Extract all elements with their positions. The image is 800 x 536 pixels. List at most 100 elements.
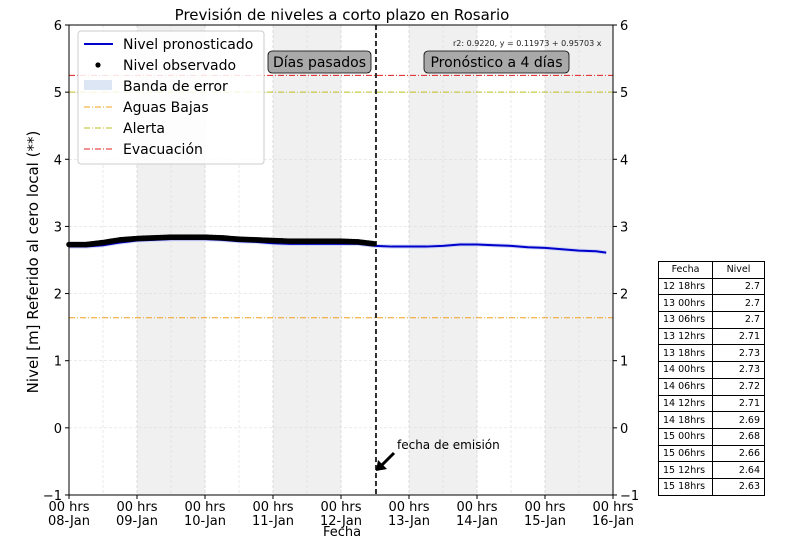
table-row: 13 06hrs 2.7 <box>658 311 765 329</box>
legend: Nivel pronosticado Nivel observado Banda… <box>77 30 265 165</box>
data-series <box>66 234 607 255</box>
svg-text:3: 3 <box>620 220 628 235</box>
x-axis-label: Fecha <box>323 525 361 536</box>
svg-text:12-Jan: 12-Jan <box>320 514 362 529</box>
svg-text:16-Jan: 16-Jan <box>592 514 634 529</box>
svg-text:00 hrs: 00 hrs <box>524 500 565 515</box>
table-cell-level: 2.73 <box>712 361 765 379</box>
forecast-table: Fecha Nivel 12 18hrs 2.7 13 00hrs 2.7 13 06h… <box>658 261 765 496</box>
table-row: 14 06hrs 2.72 <box>658 377 765 396</box>
table-cell-level: 2.73 <box>712 344 765 363</box>
y-axis-right: −1 0 1 2 3 4 5 6 <box>613 19 639 504</box>
table-cell-date: 13 00hrs <box>658 294 713 313</box>
y-axis-label: Nivel [m] Referido al cero local (**) <box>24 131 42 394</box>
svg-text:1: 1 <box>620 355 628 370</box>
svg-text:4: 4 <box>54 153 62 168</box>
svg-text:6: 6 <box>620 19 628 34</box>
table-cell-date: 13 18hrs <box>658 344 713 363</box>
table-cell-date: 12 18hrs <box>658 277 713 296</box>
table-cell-level: 2.71 <box>712 327 765 346</box>
svg-text:11-Jan: 11-Jan <box>252 514 294 529</box>
svg-text:2: 2 <box>620 288 628 303</box>
emission-annotation: fecha de emisión <box>376 438 500 471</box>
table-cell-date: 15 06hrs <box>658 444 713 463</box>
table-cell-date: 14 06hrs <box>658 377 713 396</box>
svg-text:00 hrs: 00 hrs <box>592 500 633 515</box>
table-cell-level: 2.7 <box>712 311 765 329</box>
table-cell-level: 2.64 <box>712 461 765 479</box>
svg-text:0: 0 <box>54 422 62 437</box>
svg-text:00 hrs: 00 hrs <box>184 500 225 515</box>
table-row: 13 18hrs 2.73 <box>658 344 765 363</box>
table-cell-date: 15 00hrs <box>658 427 713 446</box>
legend-item-forecast: Nivel pronosticado <box>123 37 253 53</box>
svg-text:6: 6 <box>54 19 62 34</box>
svg-text:00 hrs: 00 hrs <box>252 500 293 515</box>
svg-text:3: 3 <box>54 220 62 235</box>
table-cell-date: 14 00hrs <box>658 361 713 379</box>
emission-label: fecha de emisión <box>397 438 500 452</box>
svg-text:00 hrs: 00 hrs <box>388 500 429 515</box>
table-cell-level: 2.68 <box>712 427 765 446</box>
table-cell-date: 13 12hrs <box>658 327 713 346</box>
svg-text:00 hrs: 00 hrs <box>48 500 89 515</box>
past-days-label: Días pasados <box>273 55 366 71</box>
svg-text:10-Jan: 10-Jan <box>184 514 226 529</box>
table-cell-level: 2.69 <box>712 411 765 429</box>
table-cell-level: 2.63 <box>712 477 765 496</box>
svg-text:1: 1 <box>54 355 62 370</box>
table-row: 15 00hrs 2.68 <box>658 427 765 446</box>
observed-dot-icon <box>95 62 101 68</box>
svg-text:0: 0 <box>620 422 628 437</box>
svg-text:−1: −1 <box>620 489 639 504</box>
svg-text:5: 5 <box>54 86 62 101</box>
svg-text:08-Jan: 08-Jan <box>48 514 90 529</box>
svg-text:00 hrs: 00 hrs <box>456 500 497 515</box>
svg-text:09-Jan: 09-Jan <box>116 514 158 529</box>
svg-text:00 hrs: 00 hrs <box>320 500 361 515</box>
table-row: 14 12hrs 2.71 <box>658 394 765 413</box>
table-cell-date: 15 12hrs <box>658 461 713 479</box>
past-days-box: Días pasados <box>267 50 372 74</box>
table-cell-date: 15 18hrs <box>658 477 713 496</box>
svg-text:14-Jan: 14-Jan <box>456 514 498 529</box>
table-cell-level: 2.7 <box>712 294 765 313</box>
table-row: 14 18hrs 2.69 <box>658 411 765 429</box>
table-cell-level: 2.72 <box>712 377 765 396</box>
legend-item-alert: Alerta <box>123 121 165 137</box>
table-cell-date: 14 18hrs <box>658 411 713 429</box>
table-cell-level: 2.66 <box>712 444 765 463</box>
table-row: 15 12hrs 2.64 <box>658 461 765 479</box>
arrow-icon <box>379 451 396 468</box>
table-header-level: Nivel <box>712 261 765 279</box>
forecast-label: Pronóstico a 4 días <box>430 55 562 71</box>
svg-text:13-Jan: 13-Jan <box>388 514 430 529</box>
chart-title: Previsión de niveles a corto plazo en Ro… <box>175 6 510 24</box>
y-axis-left: −1 0 1 2 3 4 5 6 <box>43 19 69 504</box>
table-cell-date: 13 06hrs <box>658 311 713 329</box>
svg-text:15-Jan: 15-Jan <box>524 514 566 529</box>
legend-item-observed: Nivel observado <box>123 58 236 74</box>
legend-item-evacuation: Evacuación <box>123 142 203 158</box>
table-cell-date: 14 12hrs <box>658 394 713 413</box>
table-cell-level: 2.7 <box>712 277 765 296</box>
svg-text:5: 5 <box>620 86 628 101</box>
table-row: 12 18hrs 2.7 <box>658 277 765 296</box>
svg-text:00 hrs: 00 hrs <box>116 500 157 515</box>
regression-text: r2: 0.9220, y = 0.11973 + 0.95703 x <box>453 39 602 48</box>
table-cell-level: 2.71 <box>712 394 765 413</box>
table-row: 13 12hrs 2.71 <box>658 327 765 346</box>
table-row: 13 00hrs 2.7 <box>658 294 765 313</box>
table-header-date: Fecha <box>658 261 713 279</box>
table-row: 15 06hrs 2.66 <box>658 444 765 463</box>
table-row: 15 18hrs 2.63 <box>658 477 765 496</box>
svg-text:−1: −1 <box>43 489 62 504</box>
forecast-box: Pronóstico a 4 días <box>423 50 570 74</box>
svg-text:2: 2 <box>54 288 62 303</box>
legend-item-low-water: Aguas Bajas <box>123 100 209 116</box>
svg-text:4: 4 <box>620 153 628 168</box>
error-band-icon <box>84 80 112 90</box>
table-row: 14 00hrs 2.73 <box>658 361 765 379</box>
